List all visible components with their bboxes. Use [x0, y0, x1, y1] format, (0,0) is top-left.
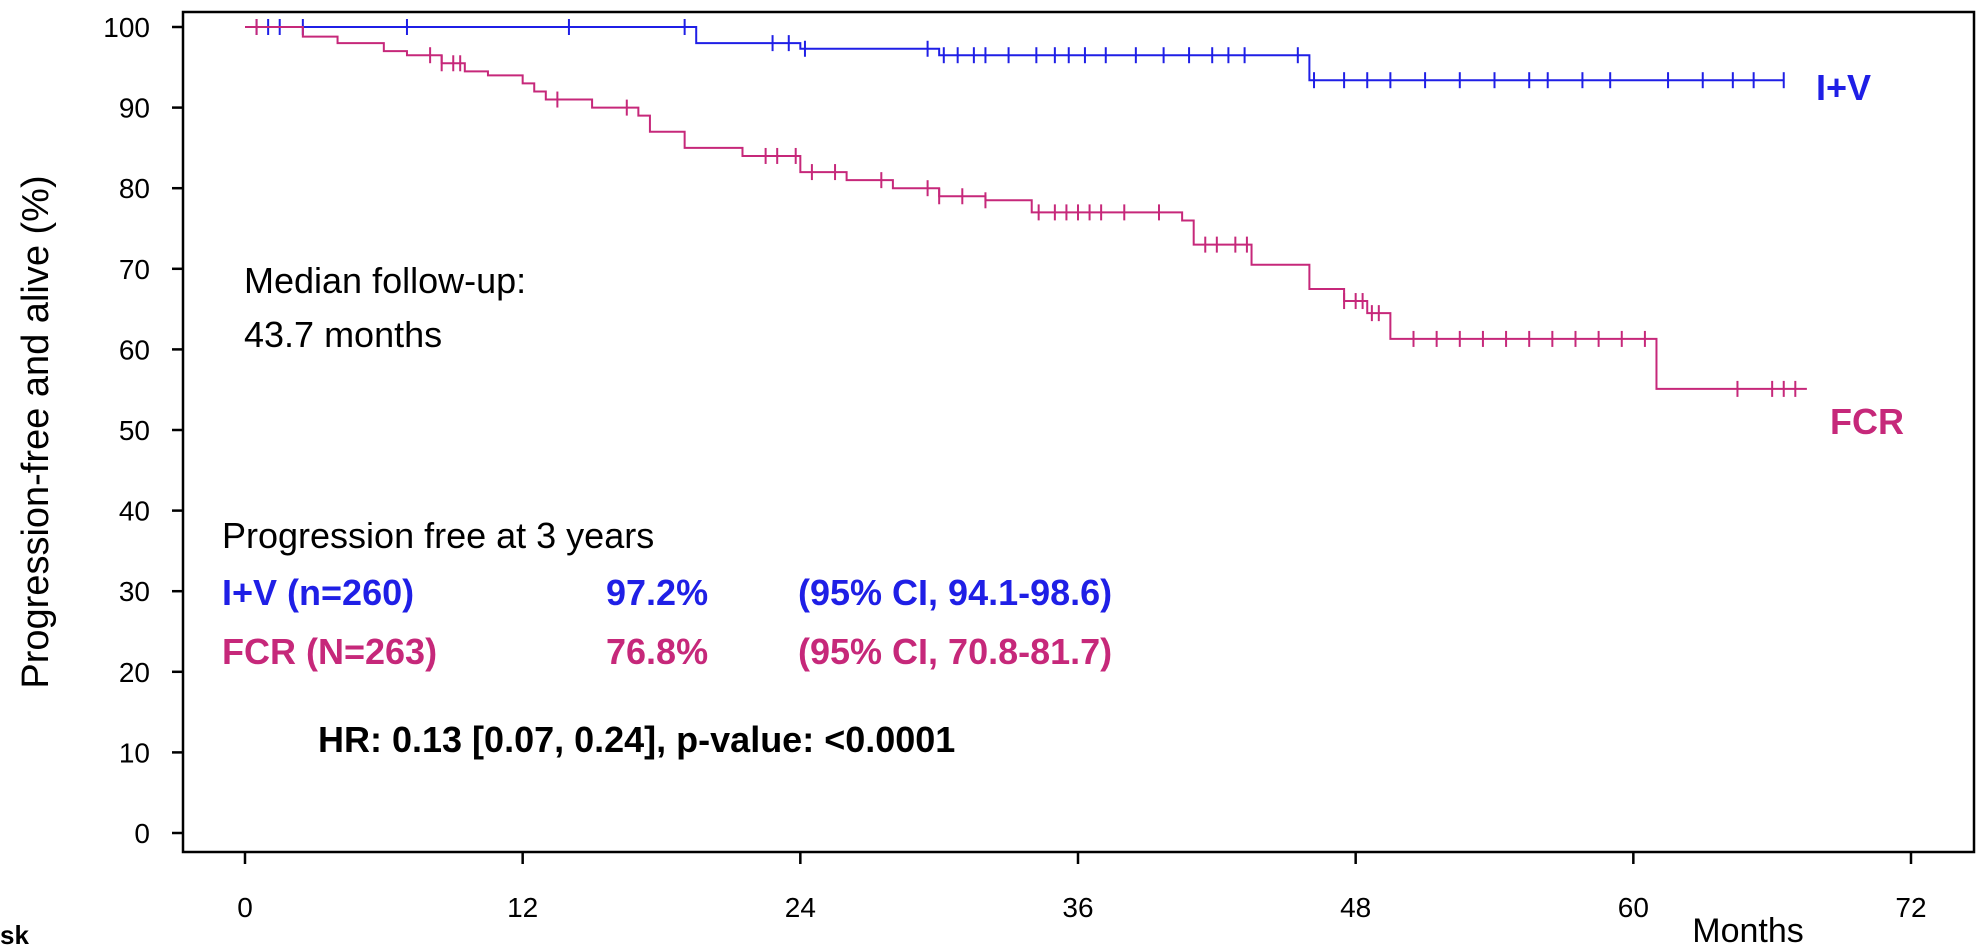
median-followup-line2: 43.7 months: [244, 314, 442, 355]
iv-group-label: I+V (n=260): [222, 572, 414, 613]
x-tick-label: 60: [1618, 892, 1649, 923]
y-tick-label: 60: [119, 334, 150, 365]
y-tick-label: 30: [119, 576, 150, 607]
series-group: [245, 19, 1807, 397]
y-tick-label: 90: [119, 93, 150, 124]
series-line-fcr: [245, 26, 1807, 390]
series-label-iv: I+V: [1816, 67, 1871, 108]
x-tick-label: 36: [1062, 892, 1093, 923]
median-followup-line1: Median follow-up:: [244, 260, 526, 301]
series-label-fcr: FCR: [1830, 401, 1904, 442]
fcr-group-label: FCR (N=263): [222, 631, 437, 672]
fcr-ci: (95% CI, 70.8-81.7): [798, 631, 1112, 672]
pf-3yr-title: Progression free at 3 years: [222, 515, 654, 556]
fcr-rate: 76.8%: [606, 631, 708, 672]
x-axis: 0 12 24 36 48 60 72: [237, 852, 1927, 923]
y-tick-label: 100: [103, 12, 150, 43]
y-tick-label: 20: [119, 657, 150, 688]
x-tick-label: 48: [1340, 892, 1371, 923]
y-tick-label: 40: [119, 496, 150, 527]
y-tick-label: 80: [119, 173, 150, 204]
x-tick-label: 24: [785, 892, 816, 923]
iv-rate: 97.2%: [606, 572, 708, 613]
y-tick-label: 70: [119, 254, 150, 285]
x-axis-title: Months: [1692, 912, 1804, 948]
y-axis-title: Progression-free and alive (%): [15, 175, 57, 688]
hazard-ratio-text: HR: 0.13 [0.07, 0.24], p-value: <0.0001: [318, 719, 955, 760]
y-tick-label: 10: [119, 737, 150, 768]
series-line-i-v: [245, 26, 1784, 82]
x-tick-label: 72: [1895, 892, 1926, 923]
y-tick-label: 50: [119, 415, 150, 446]
x-tick-label: 12: [507, 892, 538, 923]
x-tick-label: 0: [237, 892, 253, 923]
iv-ci: (95% CI, 94.1-98.6): [798, 572, 1112, 613]
y-tick-label: 0: [134, 818, 150, 849]
y-axis: 0 10 20 30 40 50 60 70 80 90 100: [103, 12, 183, 849]
footer-fragment: sk: [0, 920, 29, 948]
